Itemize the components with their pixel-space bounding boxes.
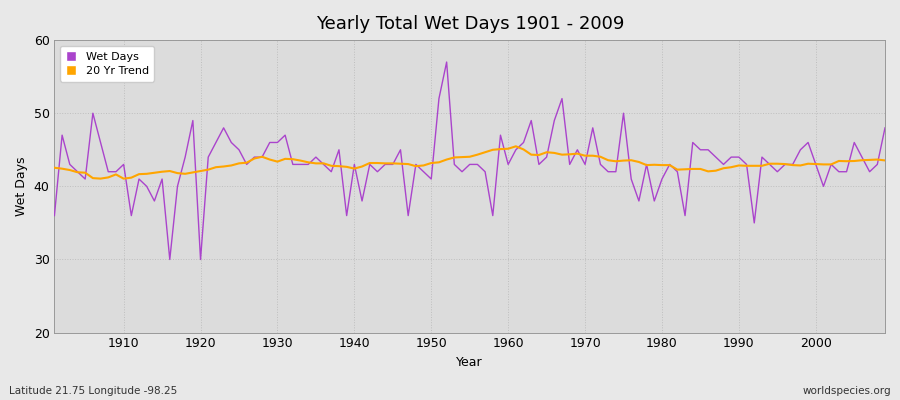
Wet Days [879,126,890,130]
Legend: Wet Days, 20 Yr Trend: Wet Days, 20 Yr Trend [60,46,154,82]
20 Yr Trend [111,172,122,177]
Line: 20 Yr Trend: 20 Yr Trend [54,146,885,179]
Wet Days [334,147,345,152]
Line: Wet Days: Wet Days [54,62,885,260]
20 Yr Trend [118,176,129,181]
20 Yr Trend [610,159,621,164]
20 Yr Trend [49,165,59,170]
Text: worldspecies.org: worldspecies.org [803,386,891,396]
Y-axis label: Wet Days: Wet Days [15,156,28,216]
Title: Yearly Total Wet Days 1901 - 2009: Yearly Total Wet Days 1901 - 2009 [316,15,624,33]
X-axis label: Year: Year [456,356,483,369]
Wet Days [610,169,621,174]
Text: Latitude 21.75 Longitude -98.25: Latitude 21.75 Longitude -98.25 [9,386,177,396]
20 Yr Trend [503,146,514,151]
20 Yr Trend [510,144,521,149]
20 Yr Trend [879,158,890,163]
Wet Days [441,60,452,64]
20 Yr Trend [334,164,345,168]
Wet Days [111,169,122,174]
20 Yr Trend [287,157,298,162]
Wet Days [518,140,529,145]
Wet Days [287,162,298,167]
Wet Days [165,257,176,262]
20 Yr Trend [518,147,529,152]
Wet Days [49,213,59,218]
Wet Days [510,147,521,152]
